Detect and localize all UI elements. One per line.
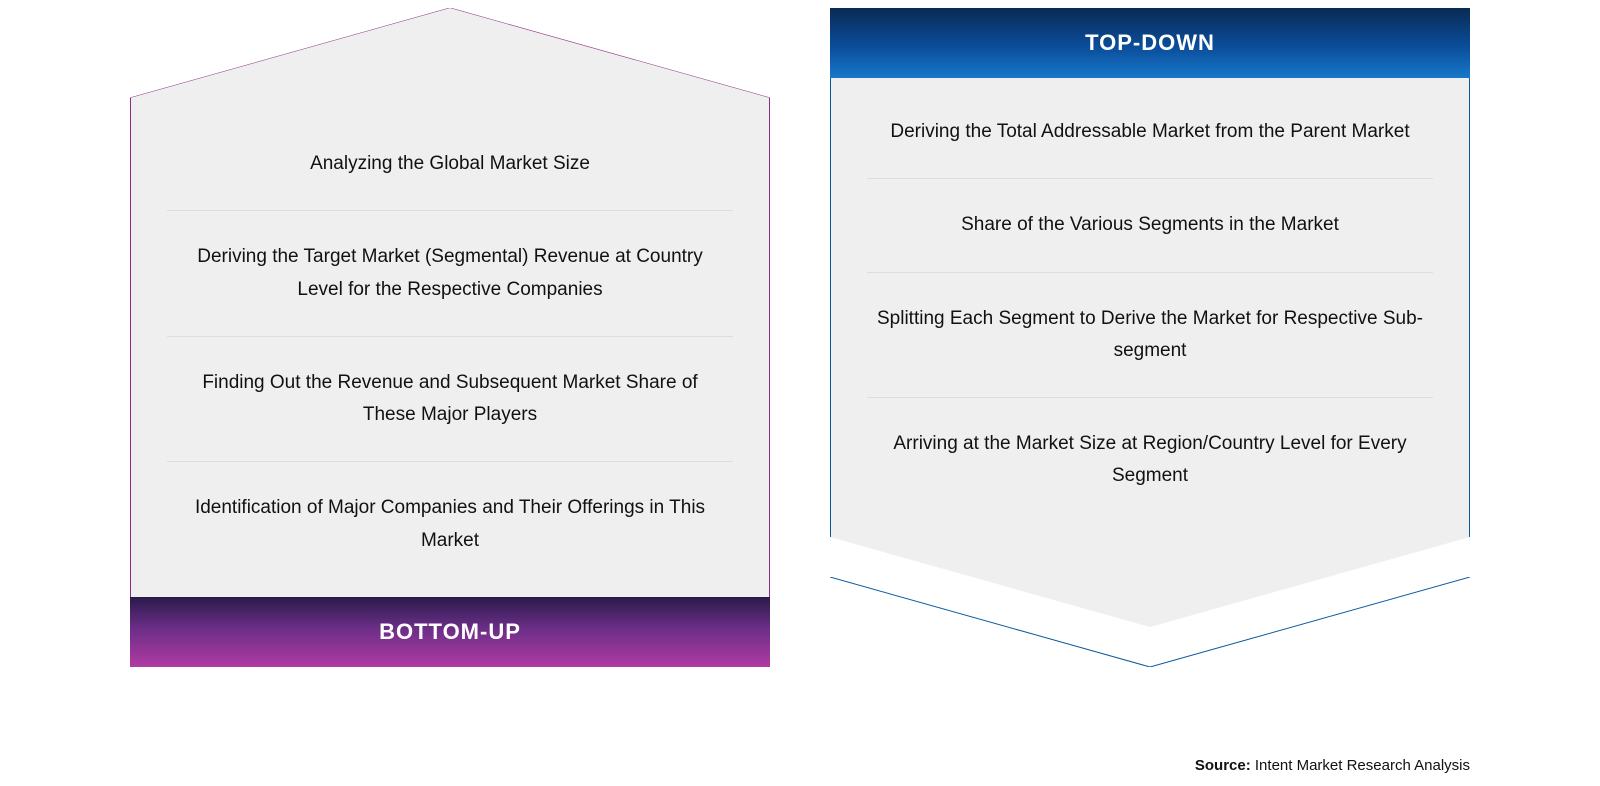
top-down-panel: TOP-DOWN Deriving the Total Addressable … <box>830 8 1470 667</box>
source-label: Source: <box>1195 757 1251 774</box>
bottom-up-body: Analyzing the Global Market Size Derivin… <box>130 98 770 597</box>
bottom-up-arrowhead <box>130 8 770 98</box>
top-down-items: Deriving the Total Addressable Market fr… <box>867 86 1433 523</box>
top-down-title: TOP-DOWN <box>830 8 1470 78</box>
bottom-up-title: BOTTOM-UP <box>130 597 770 667</box>
bottom-up-item: Identification of Major Companies and Th… <box>167 462 733 587</box>
diagram-container: Analyzing the Global Market Size Derivin… <box>0 0 1600 667</box>
bottom-up-items: Analyzing the Global Market Size Derivin… <box>167 118 733 587</box>
source-text: Intent Market Research Analysis <box>1255 757 1470 774</box>
top-down-item: Share of the Various Segments in the Mar… <box>867 179 1433 271</box>
top-down-item: Deriving the Total Addressable Market fr… <box>867 86 1433 178</box>
bottom-up-item: Analyzing the Global Market Size <box>167 118 733 210</box>
top-down-item: Splitting Each Segment to Derive the Mar… <box>867 273 1433 398</box>
top-down-item: Arriving at the Market Size at Region/Co… <box>867 398 1433 523</box>
bottom-up-item: Deriving the Target Market (Segmental) R… <box>167 211 733 336</box>
source-attribution: Source: Intent Market Research Analysis <box>1195 757 1470 774</box>
top-down-body: Deriving the Total Addressable Market fr… <box>830 78 1470 537</box>
bottom-up-panel: Analyzing the Global Market Size Derivin… <box>130 8 770 667</box>
bottom-up-item: Finding Out the Revenue and Subsequent M… <box>167 337 733 462</box>
top-down-arrowhead <box>830 537 1470 627</box>
